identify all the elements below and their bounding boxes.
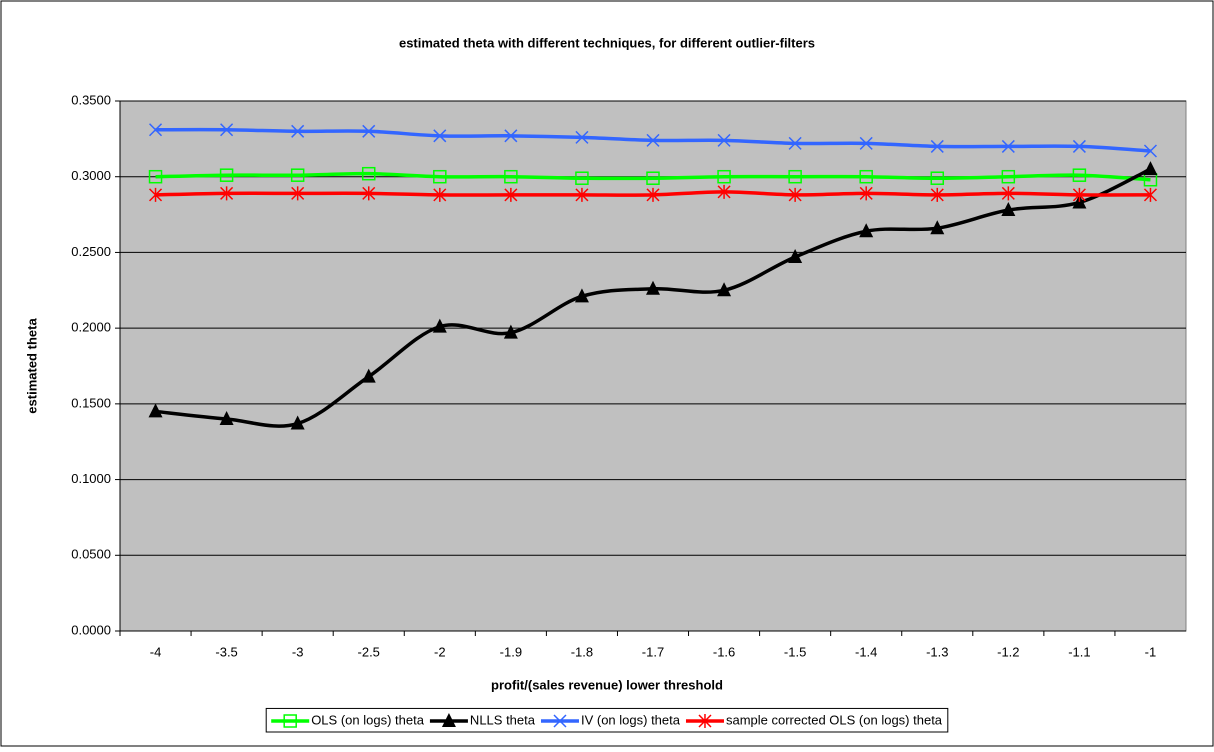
marker [1072, 168, 1087, 182]
marker [646, 171, 660, 185]
marker [646, 187, 660, 202]
marker [361, 166, 376, 181]
marker [220, 123, 234, 137]
y-tick-label: 0.1500 [71, 395, 111, 410]
marker [148, 169, 163, 184]
marker [788, 248, 803, 263]
y-tick-label: 0.1000 [71, 471, 111, 486]
marker [574, 288, 589, 303]
marker [433, 187, 447, 202]
y-tick-label: 0.0000 [71, 622, 111, 637]
marker [1143, 187, 1158, 202]
marker [698, 714, 712, 728]
x-axis-title: profit/(sales revenue) lower threshold [491, 677, 723, 692]
marker [1072, 187, 1086, 202]
marker [1072, 139, 1086, 153]
marker [717, 169, 731, 184]
x-tick-label: -1.6 [713, 644, 735, 659]
marker [149, 187, 163, 202]
marker [575, 187, 589, 202]
marker [504, 169, 518, 184]
marker [290, 168, 305, 182]
marker [1001, 139, 1015, 153]
marker [503, 324, 518, 339]
marker [1001, 169, 1016, 184]
x-tick-label: -2 [434, 644, 446, 659]
y-tick-label: 0.3000 [71, 168, 111, 183]
marker [575, 130, 589, 144]
x-tick-label: -1.5 [784, 644, 806, 659]
marker [788, 187, 802, 202]
legend-box [265, 707, 949, 733]
x-tick-label: -4 [150, 644, 162, 659]
x-tick-label: -1.9 [500, 644, 522, 659]
legend: OLS (on logs) theta NLLS theta IV (on logs… [271, 712, 943, 728]
marker [432, 318, 447, 333]
legend-label: IV (on logs) theta [581, 712, 681, 727]
marker [361, 368, 376, 383]
marker [291, 124, 305, 138]
marker [717, 184, 731, 199]
marker [859, 223, 874, 238]
x-tick-label: -1.3 [926, 644, 948, 659]
x-tick-label: -1.1 [1068, 644, 1090, 659]
marker [859, 136, 873, 150]
marker [788, 136, 802, 150]
marker [291, 186, 305, 201]
y-tick-label: 0.2500 [71, 244, 111, 259]
y-axis-title: estimated theta [24, 318, 39, 414]
marker [930, 220, 945, 235]
marker [441, 713, 456, 727]
x-tick-label: -3.5 [215, 644, 237, 659]
marker [646, 280, 660, 295]
marker [504, 187, 518, 202]
marker [1143, 144, 1158, 158]
legend-label: OLS (on logs) theta [311, 712, 424, 727]
x-tick-label: -1.4 [855, 644, 877, 659]
legend-label: sample corrected OLS (on logs) theta [726, 712, 943, 727]
marker [219, 168, 234, 182]
marker [1001, 202, 1016, 217]
marker [220, 186, 234, 201]
marker [859, 169, 873, 184]
y-tick-label: 0.3500 [71, 92, 111, 107]
marker [646, 133, 660, 147]
marker [1001, 186, 1015, 201]
x-tick-label: -1 [1145, 644, 1157, 659]
marker [433, 129, 447, 143]
marker [504, 129, 518, 143]
marker [788, 169, 802, 184]
x-tick-label: -1.2 [997, 644, 1019, 659]
y-tick-label: 0.0500 [71, 547, 111, 562]
y-tick-label: 0.2000 [71, 320, 111, 335]
series-line [155, 171, 1151, 182]
marker [930, 139, 944, 153]
marker [433, 169, 447, 184]
x-tick-label: -1.8 [571, 644, 593, 659]
x-tick-label: -3 [292, 644, 304, 659]
marker [717, 282, 732, 297]
marker [859, 186, 873, 201]
legend-label: NLLS theta [470, 712, 536, 727]
chart-title: estimated theta with different technique… [399, 35, 815, 50]
marker [362, 124, 376, 138]
x-tick-label: -2.5 [358, 644, 380, 659]
marker [290, 415, 305, 430]
marker [219, 411, 234, 425]
marker [930, 187, 944, 202]
marker [283, 714, 297, 728]
marker [1143, 161, 1158, 176]
marker [149, 123, 163, 137]
marker [148, 403, 163, 418]
marker [553, 714, 567, 728]
marker [930, 171, 945, 185]
marker [575, 171, 589, 185]
marker [717, 133, 731, 147]
plot-area [119, 100, 1187, 632]
marker [362, 186, 376, 201]
x-tick-label: -1.7 [642, 644, 664, 659]
